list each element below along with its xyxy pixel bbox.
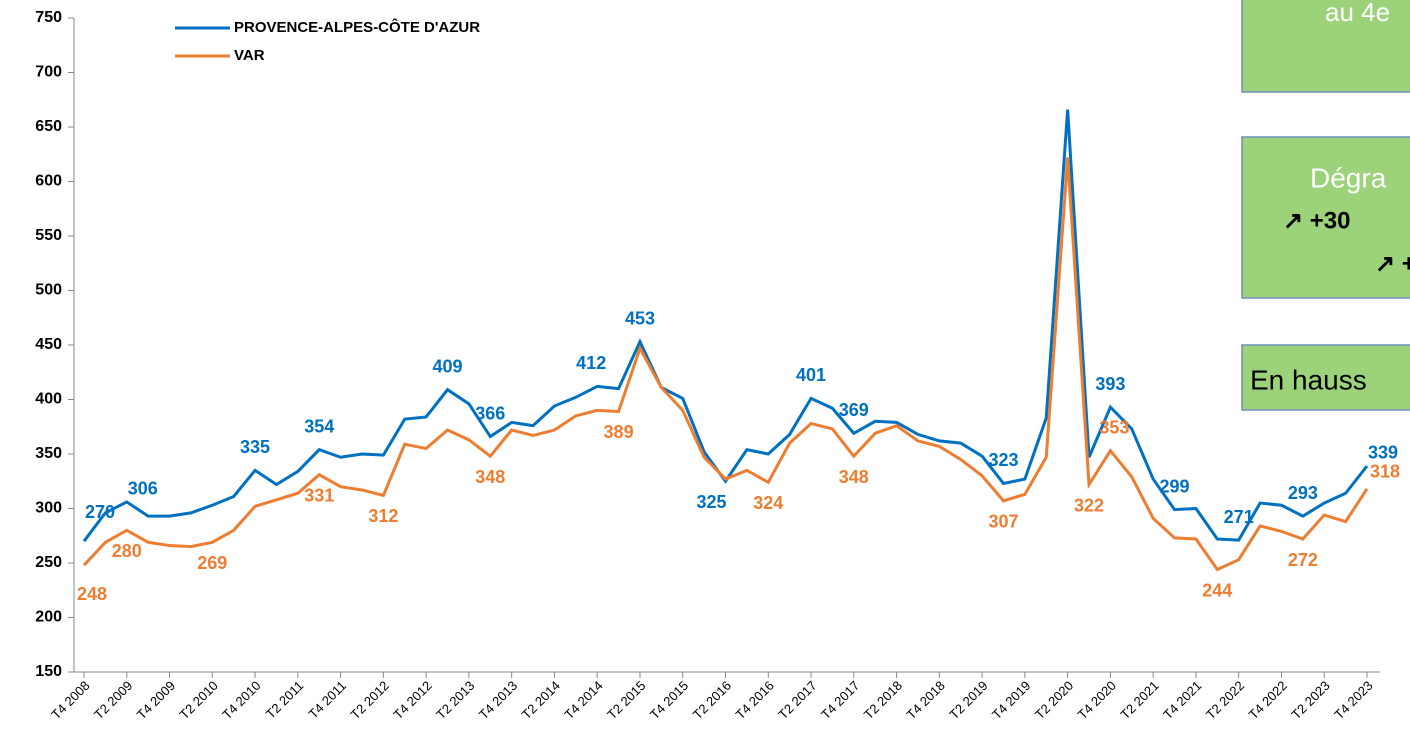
annotation: ↗ +30 xyxy=(1283,207,1351,234)
series-line xyxy=(82,109,1369,543)
x-tick-label: T2 2022 xyxy=(1203,678,1247,722)
x-tick-label: T4 2022 xyxy=(1246,678,1290,722)
data-label: 248 xyxy=(77,584,107,604)
y-tick-label: 150 xyxy=(35,663,62,680)
x-tick-label: T2 2011 xyxy=(263,678,307,722)
x-tick-label: T4 2009 xyxy=(134,678,178,722)
x-tick-label: T4 2015 xyxy=(647,678,691,722)
data-label: 389 xyxy=(604,422,634,442)
data-label: 271 xyxy=(1224,507,1254,527)
data-label: 293 xyxy=(1288,483,1318,503)
data-label: 348 xyxy=(475,467,505,487)
x-tick-label: T4 2018 xyxy=(904,678,948,722)
data-label: 323 xyxy=(988,450,1018,470)
data-label: 401 xyxy=(796,365,826,385)
x-tick-label: T4 2012 xyxy=(390,678,434,722)
data-label: 272 xyxy=(1288,550,1318,570)
annotation: au 4e xyxy=(1325,0,1390,27)
x-tick-label: T4 2014 xyxy=(561,678,605,722)
legend-label: VAR xyxy=(234,47,265,64)
x-tick-label: T4 2017 xyxy=(818,678,862,722)
annotation-box xyxy=(1241,136,1410,299)
y-tick-label: 350 xyxy=(35,445,62,462)
data-label: 409 xyxy=(432,356,462,376)
y-tick-label: 650 xyxy=(35,118,62,135)
series-line xyxy=(82,157,1369,572)
x-tick-label: T2 2012 xyxy=(348,678,392,722)
data-label: 335 xyxy=(240,437,270,457)
data-label: 299 xyxy=(1160,476,1190,496)
x-tick-label: T4 2010 xyxy=(219,678,263,722)
data-label: 280 xyxy=(112,541,142,561)
data-label: 354 xyxy=(304,416,334,436)
data-label: 331 xyxy=(304,485,334,505)
data-label: 412 xyxy=(576,353,606,373)
data-label: 453 xyxy=(625,308,655,328)
data-label: 307 xyxy=(988,512,1018,532)
annotation: ↗ + xyxy=(1375,250,1410,277)
data-label: 270 xyxy=(85,502,115,522)
x-tick-label: T4 2019 xyxy=(989,678,1033,722)
y-tick-label: 700 xyxy=(35,64,62,81)
x-tick-label: T4 2016 xyxy=(732,678,776,722)
y-tick-label: 550 xyxy=(35,227,62,244)
x-tick-label: T2 2019 xyxy=(946,678,990,722)
data-label: 393 xyxy=(1095,374,1125,394)
y-tick-label: 300 xyxy=(35,500,62,517)
annotation: En hauss xyxy=(1250,364,1367,395)
data-label: 369 xyxy=(839,400,869,420)
x-tick-label: T4 2011 xyxy=(305,678,349,722)
x-tick-label: T2 2010 xyxy=(177,678,221,722)
x-tick-label: T4 2021 xyxy=(1160,678,1204,722)
x-tick-label: T2 2014 xyxy=(519,678,563,722)
data-label: 244 xyxy=(1202,580,1232,600)
data-label: 339 xyxy=(1368,443,1398,463)
x-tick-label: T2 2018 xyxy=(861,678,905,722)
y-tick-label: 250 xyxy=(35,554,62,571)
data-label: 322 xyxy=(1074,495,1104,515)
annotation-box xyxy=(1241,0,1410,93)
y-tick-label: 750 xyxy=(35,9,62,26)
data-label: 269 xyxy=(197,553,227,573)
data-label: 366 xyxy=(475,403,505,423)
legend-label: PROVENCE-ALPES-CÔTE D'AZUR xyxy=(234,18,480,36)
x-tick-label: T4 2008 xyxy=(48,678,92,722)
y-tick-label: 200 xyxy=(35,609,62,626)
x-tick-label: T2 2016 xyxy=(690,678,734,722)
x-tick-label: T4 2013 xyxy=(476,678,520,722)
x-tick-label: T2 2009 xyxy=(91,678,135,722)
x-tick-label: T2 2017 xyxy=(775,678,819,722)
x-tick-label: T2 2013 xyxy=(433,678,477,722)
data-label: 325 xyxy=(696,492,726,512)
x-tick-label: T2 2015 xyxy=(604,678,648,722)
y-tick-label: 600 xyxy=(35,173,62,190)
x-tick-label: T4 2020 xyxy=(1075,678,1119,722)
annotation: Dégra xyxy=(1310,162,1387,193)
y-tick-label: 500 xyxy=(35,282,62,299)
data-label: 348 xyxy=(839,467,869,487)
data-label: 353 xyxy=(1099,417,1129,437)
data-label: 324 xyxy=(753,493,783,513)
data-label: 312 xyxy=(368,506,398,526)
y-tick-label: 450 xyxy=(35,336,62,353)
data-label: 306 xyxy=(128,479,158,499)
annotation-box xyxy=(1241,344,1410,411)
x-tick-label: T2 2020 xyxy=(1032,678,1076,722)
x-tick-label: T2 2023 xyxy=(1288,678,1332,722)
y-tick-label: 400 xyxy=(35,391,62,408)
data-label: 318 xyxy=(1370,462,1400,482)
x-tick-label: T4 2023 xyxy=(1331,678,1375,722)
x-tick-label: T2 2021 xyxy=(1117,678,1161,722)
